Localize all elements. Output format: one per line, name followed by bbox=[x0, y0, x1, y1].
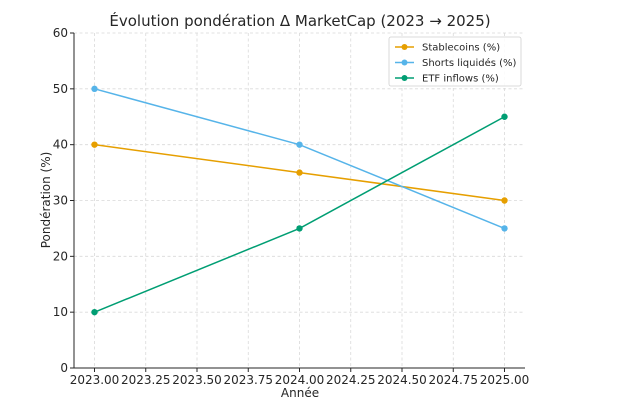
data-point bbox=[501, 197, 508, 204]
legend-label: ETF inflows (%) bbox=[422, 74, 499, 85]
y-tick-label: 0 bbox=[60, 361, 68, 375]
x-tick-label: 2024.75 bbox=[428, 373, 478, 387]
legend-box bbox=[388, 36, 522, 87]
y-tick-label: 40 bbox=[53, 138, 68, 152]
series-0 bbox=[91, 141, 508, 204]
x-axis-label: Année bbox=[281, 386, 319, 400]
x-tick-label: 2023.25 bbox=[121, 373, 171, 387]
legend-item: Stablecoins (%) bbox=[395, 43, 500, 54]
data-point bbox=[501, 113, 508, 120]
x-tick-label: 2023.50 bbox=[172, 373, 222, 387]
data-point bbox=[296, 169, 303, 176]
x-tick-label: 2024.50 bbox=[377, 373, 427, 387]
y-tick-label: 50 bbox=[53, 82, 68, 96]
y-axis-label: Pondération (%) bbox=[39, 152, 53, 249]
data-point bbox=[296, 141, 303, 148]
legend-marker bbox=[401, 75, 408, 81]
x-tick-label: 2023.00 bbox=[70, 373, 120, 387]
series-layer bbox=[91, 85, 508, 316]
x-tick-label: 2023.75 bbox=[223, 373, 273, 387]
legend-label: Stablecoins (%) bbox=[422, 43, 500, 54]
x-tick-label: 2024.25 bbox=[326, 373, 376, 387]
legend-item: ETF inflows (%) bbox=[395, 74, 499, 85]
series-1 bbox=[91, 85, 508, 232]
data-point bbox=[91, 308, 98, 316]
data-point bbox=[91, 141, 98, 148]
data-point bbox=[296, 225, 303, 232]
x-tick-label: 2024.00 bbox=[275, 373, 325, 387]
chart-title: Évolution pondération Δ MarketCap (2023 … bbox=[109, 11, 490, 30]
y-tick-label: 10 bbox=[53, 305, 68, 319]
legend-marker bbox=[401, 59, 408, 66]
axes bbox=[70, 32, 525, 372]
data-point bbox=[501, 225, 508, 232]
legend-marker bbox=[401, 44, 408, 50]
tick-labels: 2023.00 2023.25 2023.50 2023.75 2024.00 2024.… bbox=[53, 26, 530, 387]
y-tick-label: 30 bbox=[53, 194, 68, 208]
legend-item: Shorts liquidés (%) bbox=[395, 57, 517, 69]
y-tick-label: 20 bbox=[53, 249, 68, 263]
y-tick-label: 60 bbox=[53, 26, 68, 40]
data-point bbox=[91, 85, 98, 93]
legend-label: Shorts liquidés (%) bbox=[422, 57, 517, 69]
series-2 bbox=[91, 113, 508, 316]
legend: Stablecoins (%) Shorts liquidés (%) ETF in… bbox=[388, 36, 522, 87]
x-tick-label: 2025.00 bbox=[480, 373, 530, 387]
